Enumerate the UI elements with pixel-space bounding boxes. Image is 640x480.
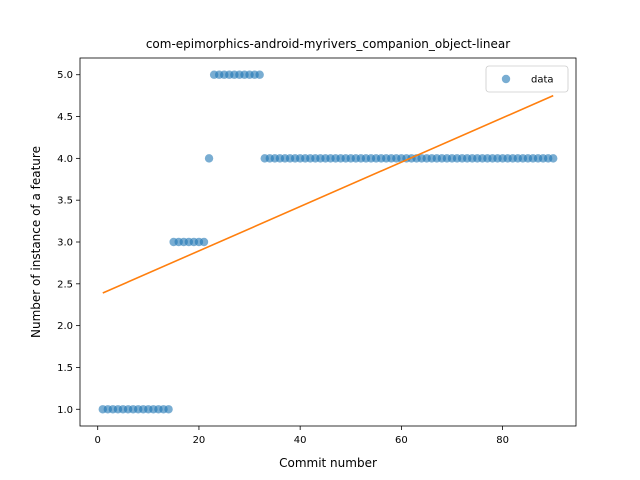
x-tick-label: 20	[193, 435, 206, 446]
data-point	[205, 154, 213, 162]
y-tick-label: 1.0	[57, 405, 73, 416]
legend-label: data	[531, 75, 554, 86]
y-tick-label: 4.0	[57, 154, 73, 165]
x-tick-label: 40	[294, 435, 307, 446]
data-point	[164, 405, 172, 413]
chart-title: com-epimorphics-android-myrivers_compani…	[146, 37, 510, 51]
legend: data	[486, 66, 568, 92]
data-point	[255, 71, 263, 79]
y-tick-label: 5.0	[57, 70, 73, 81]
y-tick-label: 2.5	[57, 279, 73, 290]
legend-box	[486, 66, 568, 92]
x-tick-label: 60	[395, 435, 408, 446]
y-axis-label: Number of instance of a feature	[29, 146, 43, 338]
data-point	[549, 154, 557, 162]
y-tick-label: 2.0	[57, 321, 73, 332]
x-axis-label: Commit number	[279, 456, 377, 470]
data-point	[200, 238, 208, 246]
y-tick-label: 4.5	[57, 112, 73, 123]
x-tick-label: 0	[95, 435, 101, 446]
legend-marker	[502, 75, 510, 83]
y-tick-label: 3.0	[57, 238, 73, 249]
x-tick-label: 80	[496, 435, 509, 446]
y-tick-label: 3.5	[57, 196, 73, 207]
y-tick-label: 1.5	[57, 363, 73, 374]
